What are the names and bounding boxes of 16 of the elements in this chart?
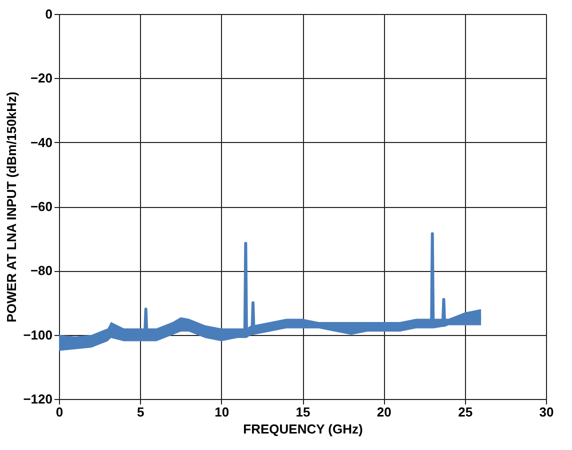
y-tick-label: −80 [30, 263, 52, 278]
y-tick-label: −40 [30, 134, 52, 150]
y-tick-label: −60 [30, 199, 52, 214]
x-tick-label: 5 [137, 404, 144, 420]
x-tick-label: 25 [458, 404, 473, 420]
x-tick-label: 30 [539, 404, 554, 420]
y-tick-label: −120 [23, 392, 52, 406]
x-tick-label: 10 [214, 404, 230, 420]
x-tick-label: 15 [296, 404, 310, 420]
x-tick-label: 20 [376, 404, 392, 420]
x-axis-title: FREQUENCY (GHz) [243, 422, 363, 436]
y-tick-label: 0 [45, 6, 52, 22]
y-tick-label: −100 [23, 327, 52, 342]
y-tick-label: −20 [30, 70, 52, 86]
x-tick-label: 0 [56, 404, 64, 420]
y-axis-title: POWER AT LNA INPUT (dBm/150kHz) [4, 92, 20, 322]
